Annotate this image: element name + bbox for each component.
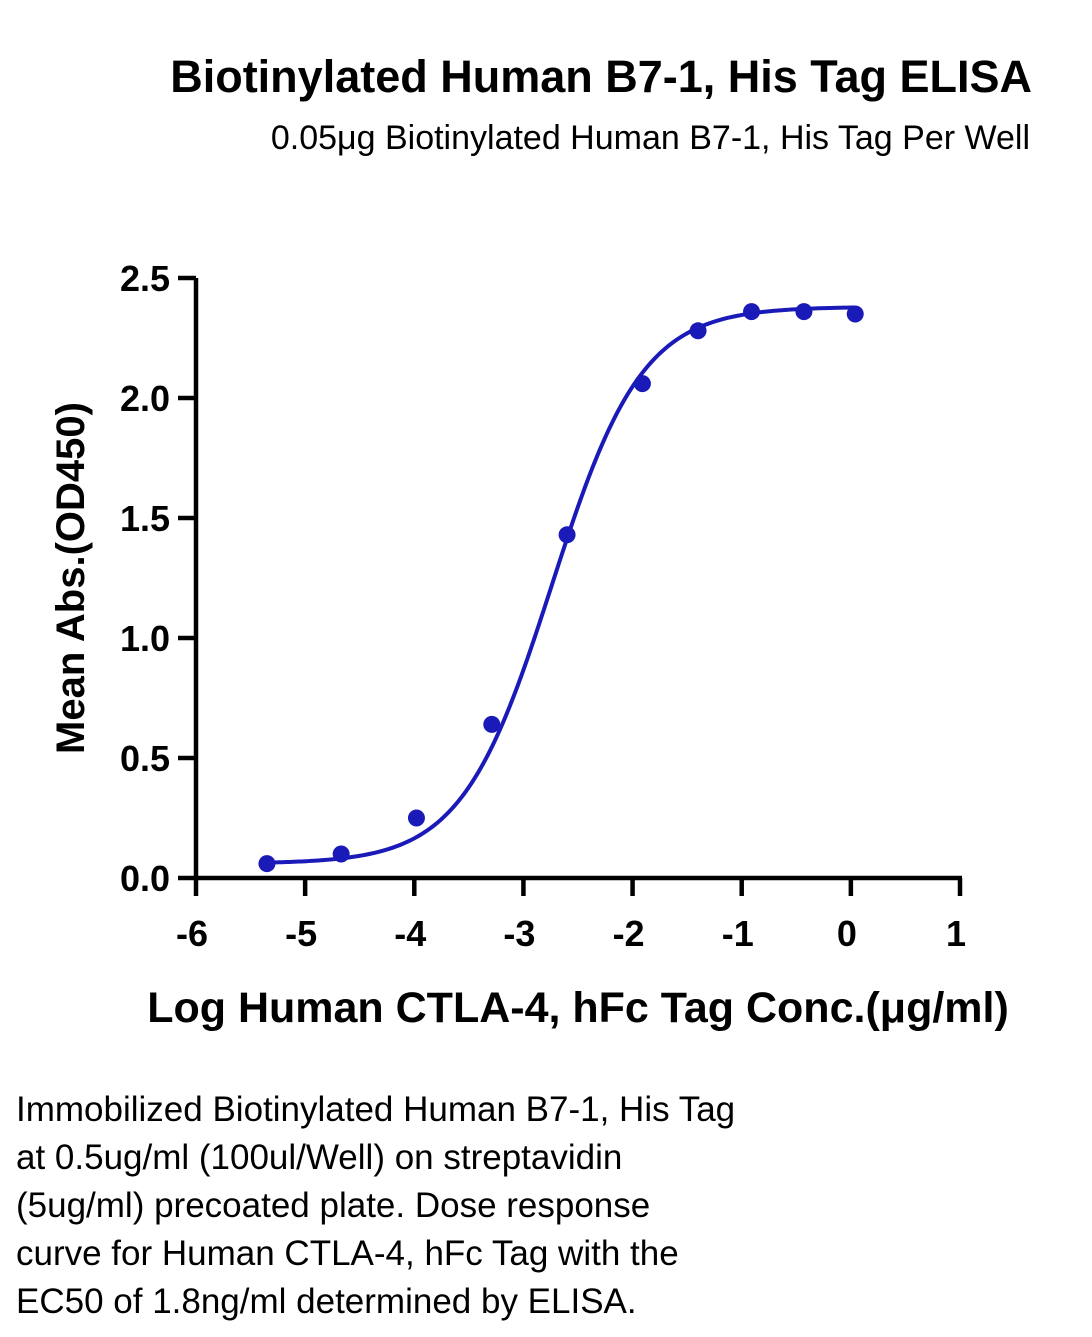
data-point bbox=[332, 845, 350, 863]
y-tick-label: 0.5 bbox=[120, 738, 170, 779]
fit-curve-layer bbox=[266, 305, 856, 865]
chart-title: Biotinylated Human B7-1, His Tag ELISA bbox=[170, 51, 1032, 102]
fit-curve bbox=[266, 305, 856, 865]
x-tick-label: 0 bbox=[837, 913, 857, 954]
data-point bbox=[743, 303, 761, 321]
y-axis-label: Mean Abs.(OD450) bbox=[49, 402, 93, 754]
figure-caption: Immobilized Biotinylated Human B7-1, His… bbox=[16, 1090, 736, 1321]
data-point bbox=[633, 375, 651, 393]
data-point bbox=[483, 715, 501, 733]
data-point bbox=[846, 305, 864, 323]
y-tick-label: 2.5 bbox=[120, 258, 170, 299]
y-tick-label: 0.0 bbox=[120, 858, 170, 899]
x-tick-label: -3 bbox=[503, 913, 535, 954]
chart-subtitle: 0.05μg Biotinylated Human B7-1, His Tag … bbox=[270, 119, 1030, 157]
x-tick-label: -6 bbox=[176, 913, 208, 954]
y-tick-label: 2.0 bbox=[120, 378, 170, 419]
data-point bbox=[795, 303, 813, 321]
x-tick-label: -4 bbox=[394, 913, 426, 954]
chart: 0.0 0.5 1.0 1.5 2.0 2.5 -6 -5 -4 -3 -2 -1 0 1 Mean Ab… bbox=[49, 258, 1009, 1032]
y-tick-label: 1.5 bbox=[120, 498, 170, 539]
data-point bbox=[407, 809, 425, 827]
x-tick-label: -2 bbox=[613, 913, 645, 954]
x-tick-label: -1 bbox=[722, 913, 754, 954]
x-tick-label: 1 bbox=[946, 913, 966, 954]
x-axis-label: Log Human CTLA-4, hFc Tag Conc.(μg/ml) bbox=[147, 984, 1009, 1032]
x-tick-label: -5 bbox=[285, 913, 317, 954]
data-points bbox=[258, 303, 864, 873]
data-point bbox=[689, 322, 707, 340]
axes: 0.0 0.5 1.0 1.5 2.0 2.5 -6 -5 -4 -3 -2 -1 0 1 bbox=[120, 258, 966, 954]
data-point bbox=[258, 855, 276, 873]
y-tick-label: 1.0 bbox=[120, 618, 170, 659]
data-point bbox=[558, 526, 576, 544]
